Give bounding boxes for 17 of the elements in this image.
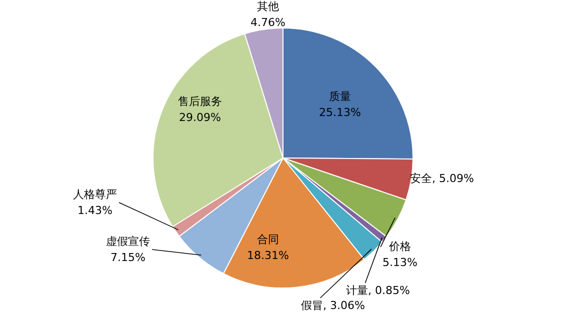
slice-label: 其他 [257,0,279,13]
slice-label: 人格尊严 [73,188,117,201]
data-label: 7.15% [110,251,146,264]
slice-label: 计量, 0.85% [346,284,410,297]
data-label: 1.43% [78,204,112,217]
data-label: 5.13% [382,256,418,269]
slice-label: 安全, 5.09% [410,172,474,185]
slice-label: 虚假宣传 [106,235,150,248]
slice-label: 假冒, 3.06% [301,299,365,312]
data-label: 29.09% [179,111,221,124]
slice-label: 质量 [329,90,351,103]
data-label: 18.31% [247,249,289,262]
slice-label: 价格 [388,240,411,253]
data-label: 4.76% [250,16,286,29]
slice-label: 合同 [257,233,279,246]
slice-label: 售后服务 [178,95,222,108]
data-label: 25.13% [319,106,361,119]
